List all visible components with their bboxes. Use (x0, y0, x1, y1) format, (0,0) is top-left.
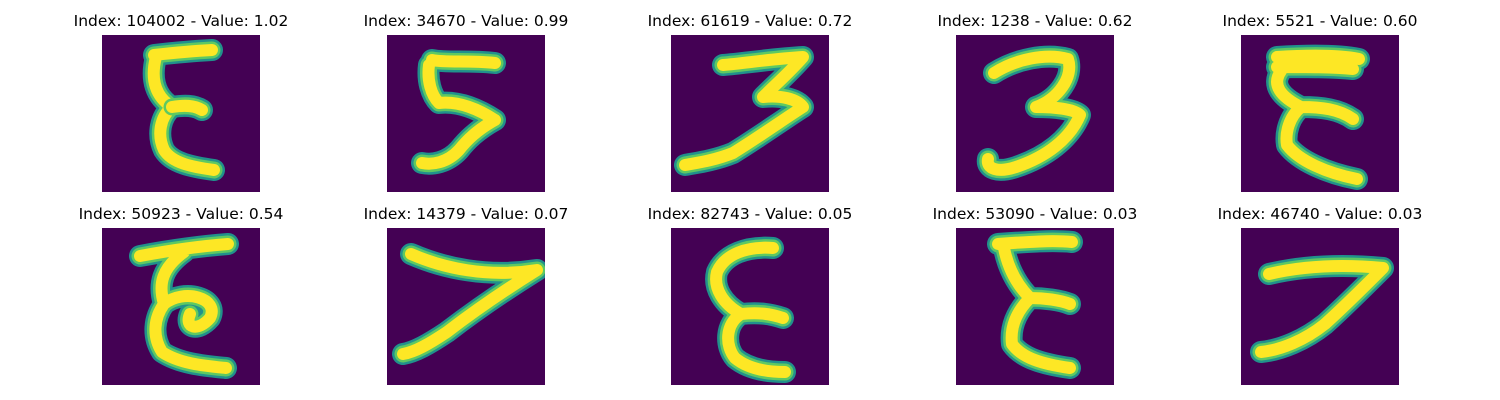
stroke-core (397, 248, 543, 360)
panel-title: Index: 34670 - Value: 0.99 (363, 12, 569, 30)
panel-title: Index: 46740 - Value: 0.03 (1217, 205, 1423, 223)
panel-title: Index: 14379 - Value: 0.07 (363, 205, 569, 223)
panel-title: Index: 5521 - Value: 0.60 (1222, 12, 1418, 30)
handwritten-seven-glyph-icon (1241, 228, 1399, 385)
panel-title: Index: 53090 - Value: 0.03 (932, 205, 1138, 223)
stroke-core (147, 44, 220, 176)
digit-image-panel (671, 228, 829, 385)
handwritten-epsilon-glyph-icon (671, 228, 829, 385)
panel-title: Index: 82743 - Value: 0.05 (647, 205, 853, 223)
digit-image-panel (1241, 35, 1399, 192)
digit-image-panel (956, 35, 1114, 192)
handwritten-epsilon-loop-glyph-icon (102, 228, 260, 385)
panel-title: Index: 1238 - Value: 0.62 (937, 12, 1133, 30)
panel-title: Index: 50923 - Value: 0.54 (78, 205, 284, 223)
digit-image-panel (387, 35, 545, 192)
handwritten-three-glyph-icon (956, 35, 1114, 192)
handwritten-seven-glyph-icon (387, 228, 545, 385)
panel-title: Index: 104002 - Value: 1.02 (73, 12, 289, 30)
handwritten-epsilon-glyph-icon (102, 35, 260, 192)
stroke-core (416, 54, 501, 170)
panel-title: Index: 61619 - Value: 0.72 (647, 12, 853, 30)
digit-image-panel (956, 228, 1114, 385)
stroke-core (981, 50, 1086, 176)
handwritten-five-glyph-icon (387, 35, 545, 192)
handwritten-epsilon-glyph-icon (956, 228, 1114, 385)
digit-image-panel (387, 228, 545, 385)
digit-image-panel (1241, 228, 1399, 385)
stroke-core (1271, 49, 1365, 185)
stroke-core (1255, 260, 1389, 358)
handwritten-epsilon-glyph-icon (1241, 35, 1399, 192)
digit-image-panel (671, 35, 829, 192)
digit-image-panel (102, 35, 260, 192)
stroke-core (710, 241, 791, 378)
stroke-core (679, 51, 809, 171)
stroke-core (166, 99, 208, 116)
handwritten-three-glyph-icon (671, 35, 829, 192)
stroke-core (992, 235, 1078, 374)
stroke-core (134, 238, 234, 374)
digit-image-panel (102, 228, 260, 385)
